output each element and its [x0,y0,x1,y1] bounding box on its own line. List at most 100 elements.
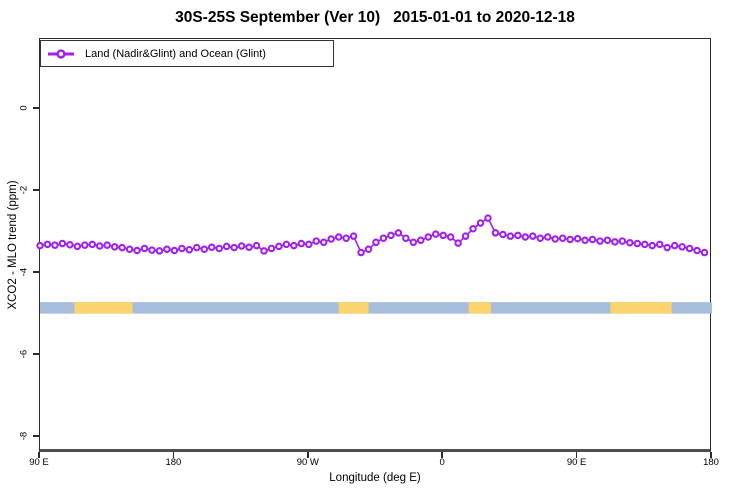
data-point [603,236,612,245]
x-tick-mark [441,452,443,458]
data-point [245,243,253,251]
data-point [663,243,671,252]
data-point [36,241,44,250]
data-point [252,241,261,250]
data-point [357,248,365,257]
data-point [566,235,574,244]
data-point [506,232,515,240]
data-point [499,230,507,239]
data-point [230,243,238,252]
land-band-segment [338,302,369,314]
land-band-segment [74,302,133,314]
data-point [461,232,470,240]
data-point [290,241,298,250]
data-point [163,245,171,254]
data-point [491,229,500,237]
data-point [319,238,328,247]
data-point [327,235,335,243]
data-point [379,234,388,242]
y-tick-mark [33,271,39,273]
data-point [267,244,276,253]
y-tick-mark [33,107,39,109]
x-tick-mark [710,452,712,458]
x-tick-label: 90 E [566,457,587,468]
data-point [215,244,223,253]
data-point [431,230,440,238]
y-tick-mark [33,189,39,191]
data-point [103,241,111,249]
data-point [148,246,156,254]
data-point [88,240,97,249]
x-tick-label: 90 E [29,457,49,468]
data-point [536,234,545,242]
data-point [454,239,462,247]
data-point [581,236,589,245]
x-tick-mark [172,452,175,458]
x-tick-label: 180 [703,457,719,468]
data-point [439,231,447,240]
y-tick-label: -4 [18,267,30,277]
data-point [417,236,425,245]
x-tick-label: 0 [439,457,445,468]
legend-label: Land (Nadir&Glint) and Ocean (Glint) [85,47,266,60]
data-point [305,240,313,249]
data-point [402,234,410,242]
data-point [543,233,552,241]
data-point [193,243,201,252]
plot-area [36,38,712,452]
y-tick-label: -2 [18,185,30,195]
data-point [648,241,657,250]
x-tick-label: 90 W [296,457,319,468]
data-point [469,225,477,233]
data-point [633,239,642,248]
land-band-segment [468,302,491,314]
x-tick-mark [38,452,40,458]
data-point [81,241,89,249]
y-axis-title: XCO2 - MLO trend (ppm) [7,180,19,310]
data-point [446,233,455,241]
data-point [334,233,343,241]
data-point [207,243,216,251]
data-point [237,242,246,250]
data-point [133,246,141,255]
data-point [655,240,664,249]
data-point [312,237,321,245]
data-point [588,235,597,244]
data-point [394,229,403,237]
data-point [409,238,418,247]
data-point [58,239,67,248]
x-tick-label: 180 [165,457,182,468]
data-point [260,247,268,255]
data-point [700,248,709,257]
data-point [476,219,485,227]
data-point [484,214,492,222]
data-point [573,234,582,243]
data-point [611,238,619,246]
data-point [118,243,126,252]
ocean-band [40,302,712,314]
data-point [275,242,283,251]
data-point [178,244,186,253]
data-point [51,241,59,249]
data-point [670,241,679,250]
data-point [641,240,649,249]
data-point [372,238,380,247]
data-point [342,234,350,242]
data-point [596,237,604,245]
y-tick-mark [33,435,39,437]
data-point [424,233,433,241]
data-point [222,242,231,251]
y-tick-label: 0 [18,105,30,111]
data-point [140,244,149,253]
x-tick-mark [307,452,309,458]
data-point [155,247,164,255]
data-point [685,244,694,253]
land-band-segment [610,302,672,314]
data-point [693,246,701,255]
data-point [387,231,395,240]
chart-title: 30S-25S September (Ver 10) 2015-01-01 to… [175,9,575,26]
y-tick-label: -6 [18,349,30,359]
legend-line-marker-icon [48,48,74,59]
data-point [43,240,52,249]
y-tick-mark [33,353,39,355]
